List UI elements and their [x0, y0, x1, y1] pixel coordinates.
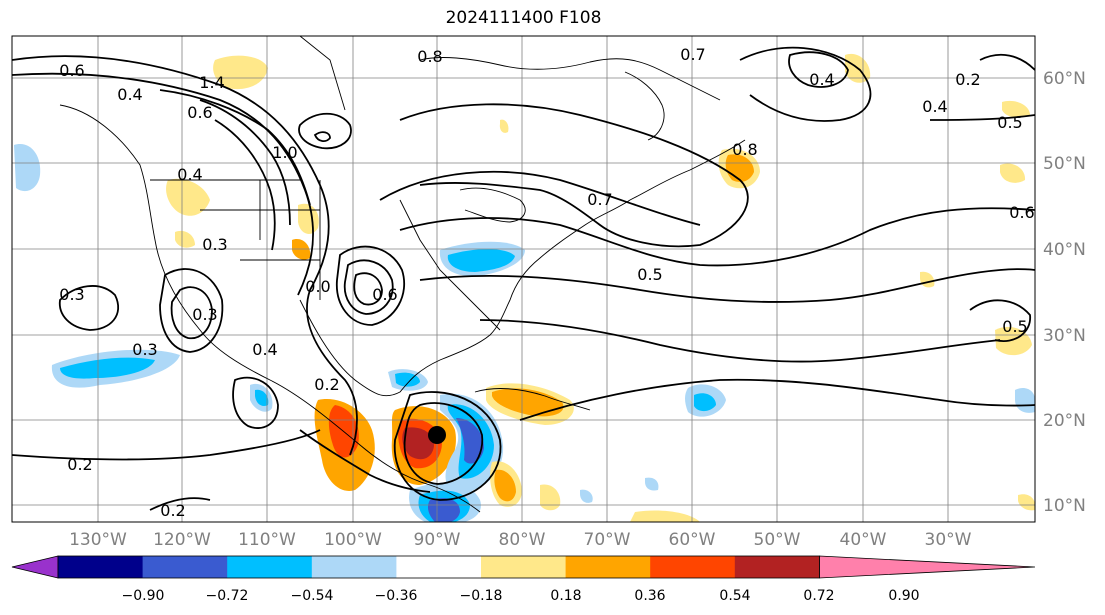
plot-title: 2024111400 F108: [445, 8, 602, 28]
lon-label: 50°W: [754, 530, 801, 550]
colorbar-tick-label: −0.36: [375, 588, 418, 604]
lat-label: 50°N: [1043, 154, 1086, 174]
contour-label: 0.8: [732, 140, 757, 159]
contour-label: 0.4: [252, 340, 277, 359]
lat-label: 40°N: [1043, 240, 1086, 260]
lon-label: 120°W: [153, 530, 211, 550]
colorbar-tick-label: 0.54: [719, 588, 750, 604]
contour-label: 0.6: [1009, 203, 1034, 222]
colorbar: [11, 555, 1036, 579]
contour-label: 0.0: [305, 277, 330, 296]
colorbar-segment: [58, 556, 144, 578]
colorbar-tick-label: −0.18: [460, 588, 503, 604]
lat-label: 30°N: [1043, 326, 1086, 346]
colorbar-segment: [396, 556, 482, 578]
colorbar-segment: [227, 556, 313, 578]
colorbar-tick-label: 0.18: [550, 588, 581, 604]
colorbar-segment: [481, 556, 567, 578]
colorbar-tick-label: −0.54: [291, 588, 334, 604]
colorbar-tick-label: 0.72: [803, 588, 834, 604]
contour-label: 0.6: [59, 61, 84, 80]
lat-label: 60°N: [1043, 69, 1086, 89]
contour-label: 0.7: [587, 190, 612, 209]
lon-label: 60°W: [669, 530, 716, 550]
contour-label: 0.3: [132, 340, 157, 359]
lon-label: 40°W: [840, 530, 887, 550]
colorbar-segment: [650, 556, 736, 578]
contour-label: 0.3: [59, 285, 84, 304]
contour-label: 0.4: [177, 165, 202, 184]
colorbar-outline: [57, 555, 820, 579]
contour-lines: [12, 46, 1035, 511]
colorbar-labels: −0.90 −0.72 −0.54 −0.36 −0.18 0.18 0.36 …: [122, 588, 920, 604]
contour-label: 0.3: [192, 305, 217, 324]
lon-label: 30°W: [925, 530, 972, 550]
contour-label: 0.5: [637, 265, 662, 284]
storm-center-marker: [428, 426, 446, 444]
contour-label: 0.2: [67, 455, 92, 474]
contour-label: 0.2: [314, 375, 339, 394]
colorbar-segment: [311, 556, 397, 578]
contour-label: 0.5: [1002, 317, 1027, 336]
contour-label: 0.6: [372, 285, 397, 304]
contour-label: 1.0: [272, 143, 297, 162]
contour-label: 0.5: [997, 113, 1022, 132]
lon-label: 70°W: [584, 530, 631, 550]
gridlines: [12, 36, 1035, 522]
latitude-labels: 60°N 50°N 40°N 30°N 20°N 10°N: [1043, 69, 1086, 516]
contour-label: 0.3: [202, 235, 227, 254]
lat-label: 20°N: [1043, 411, 1086, 431]
contour-labels: 0.8 0.6 1.4 0.4 0.6 1.0 0.4 0.3 0.3 0.3 …: [59, 45, 1034, 520]
contour-label: 0.4: [117, 85, 142, 104]
lon-label: 130°W: [69, 530, 127, 550]
colorbar-arrow-right: [819, 555, 1036, 579]
lat-label: 10°N: [1043, 496, 1086, 516]
lon-label: 80°W: [499, 530, 546, 550]
lon-label: 90°W: [414, 530, 461, 550]
colorbar-tick-label: 0.90: [888, 588, 919, 604]
colorbar-segment: [734, 556, 820, 578]
lon-label: 100°W: [324, 530, 382, 550]
colorbar-tick-label: 0.36: [634, 588, 665, 604]
contour-label: 0.4: [809, 70, 834, 89]
contour-label: 0.2: [955, 70, 980, 89]
contour-label: 0.7: [680, 45, 705, 64]
map-border: [11, 35, 1036, 523]
colorbar-tick-label: −0.72: [206, 588, 249, 604]
contour-label: 0.8: [417, 47, 442, 66]
contour-label: 1.4: [199, 73, 224, 92]
colorbar-segment: [142, 556, 228, 578]
contour-label: 0.4: [922, 97, 947, 116]
longitude-labels: 130°W 120°W 110°W 100°W 90°W 80°W 70°W 6…: [69, 530, 972, 550]
map-area: [12, 36, 1035, 522]
contour-label: 0.6: [187, 103, 212, 122]
colorbar-arrow-left: [11, 555, 59, 579]
colorbar-segment: [565, 556, 651, 578]
contour-label: 0.2: [160, 501, 185, 520]
lon-label: 110°W: [238, 530, 296, 550]
colorbar-tick-label: −0.90: [122, 588, 165, 604]
